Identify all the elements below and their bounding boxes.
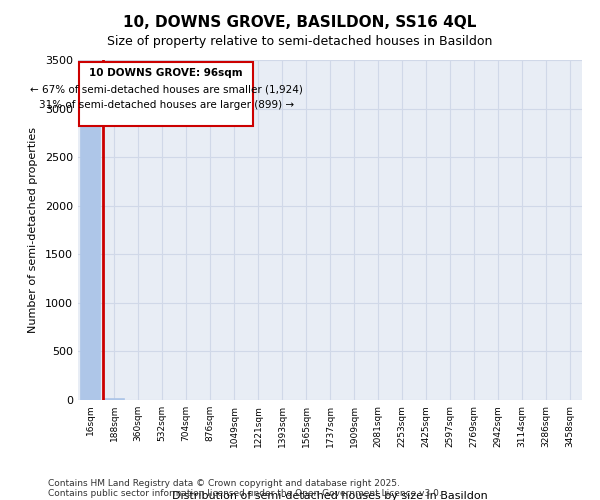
Text: ← 67% of semi-detached houses are smaller (1,924): ← 67% of semi-detached houses are smalle…: [30, 84, 302, 94]
Text: Contains public sector information licensed under the Open Government Licence v3: Contains public sector information licen…: [48, 488, 442, 498]
Y-axis label: Number of semi-detached properties: Number of semi-detached properties: [28, 127, 38, 333]
Text: 10 DOWNS GROVE: 96sqm: 10 DOWNS GROVE: 96sqm: [89, 68, 243, 78]
X-axis label: Distribution of semi-detached houses by size in Basildon: Distribution of semi-detached houses by …: [172, 492, 488, 500]
FancyBboxPatch shape: [79, 62, 253, 126]
Bar: [80, 110, 100, 400]
Text: Contains HM Land Registry data © Crown copyright and database right 2025.: Contains HM Land Registry data © Crown c…: [48, 478, 400, 488]
Text: Size of property relative to semi-detached houses in Basildon: Size of property relative to semi-detach…: [107, 35, 493, 48]
Text: 10, DOWNS GROVE, BASILDON, SS16 4QL: 10, DOWNS GROVE, BASILDON, SS16 4QL: [124, 15, 476, 30]
Text: 31% of semi-detached houses are larger (899) →: 31% of semi-detached houses are larger (…: [38, 100, 294, 110]
Bar: [104, 398, 124, 400]
